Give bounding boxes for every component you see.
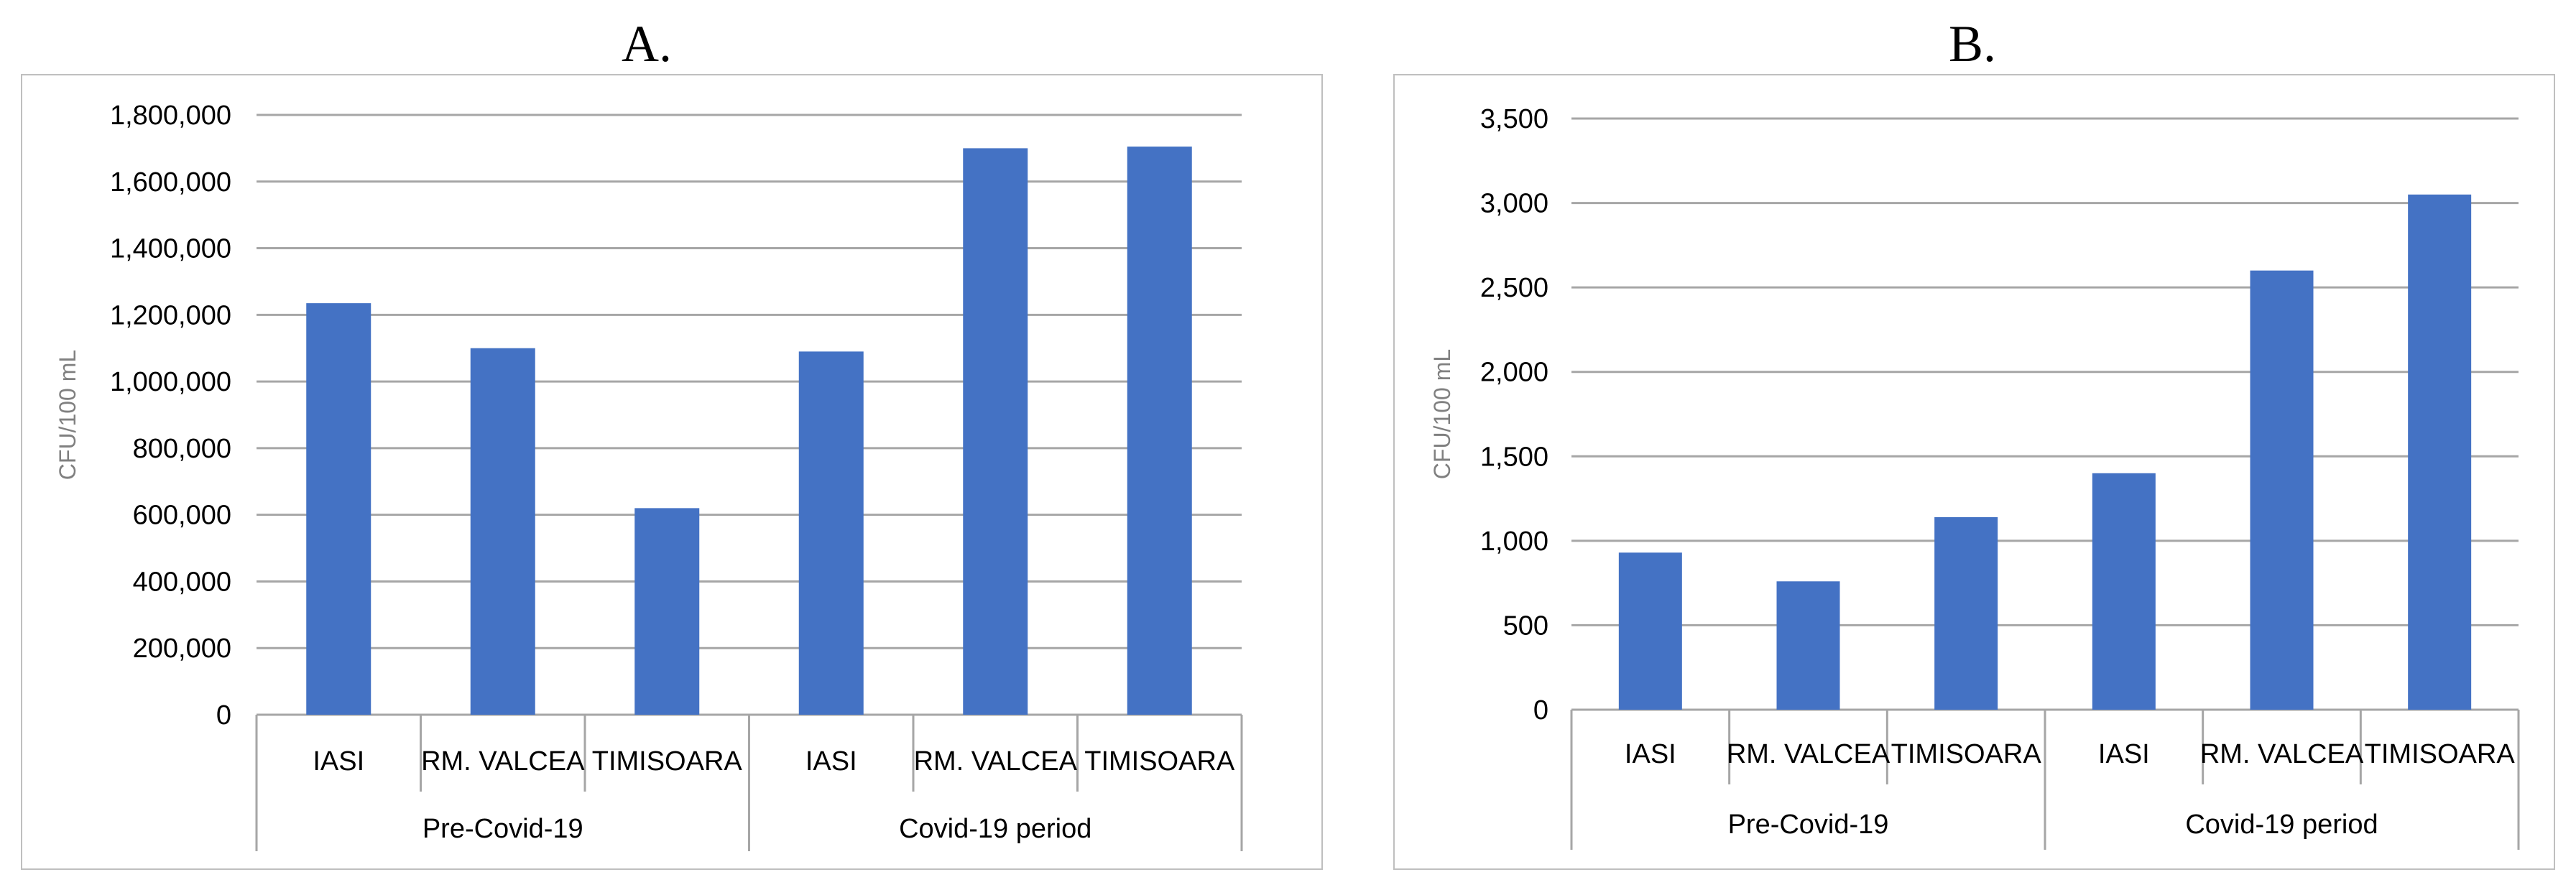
bar [1618,552,1682,710]
y-axis-label: CFU/100 mL [1429,349,1455,479]
panel-title: A. [622,15,672,73]
y-tick-label: 1,600,000 [110,167,231,198]
chart-panel-b: B. 0 500 1,000 1,500 2,000 2,500 3,000 3,500 CFU/… [1393,15,2555,870]
y-tick-label: 800,000 [133,434,231,464]
x-tick-label: TIMISOARA [1084,746,1235,777]
bar [470,348,535,715]
y-tick-label: 0 [1533,695,1548,726]
chart-panel-a: A. 0 200,000 400,000 600,000 800,000 1,000,000… [21,15,1323,870]
y-tick-label: 600,000 [133,501,231,531]
group-label: Pre-Covid-19 [1728,810,1889,840]
bar [1776,581,1840,710]
y-tick-label: 3,000 [1480,189,1548,219]
x-tick-label: RM. VALCEA [914,746,1078,777]
x-tick-label: TIMISOARA [2365,739,2516,769]
y-axis-label: CFU/100 mL [55,350,80,480]
y-tick-label: 200,000 [133,634,231,664]
bar [2408,194,2472,710]
x-tick-label: IASI [805,746,857,777]
panel-title: B. [1949,15,1996,73]
group-label: Pre-Covid-19 [423,814,583,844]
y-tick-label: 1,500 [1480,442,1548,472]
bar [306,303,371,715]
bar [963,148,1028,715]
chart-frame [21,74,1323,870]
y-tick-label: 500 [1503,611,1548,641]
bar [798,351,864,715]
x-tick-label: RM. VALCEA [2200,739,2364,769]
x-tick-label: RM. VALCEA [1727,739,1891,769]
y-tick-label: 3,500 [1480,104,1548,134]
x-tick-label: IASI [313,746,364,777]
x-tick-label: TIMISOARA [1891,739,2042,769]
y-tick-label: 1,800,000 [110,101,231,131]
y-tick-label: 1,200,000 [110,300,231,330]
bar [1127,147,1192,715]
x-tick-label: RM. VALCEA [421,746,585,777]
bar [634,508,700,715]
y-tick-label: 1,000,000 [110,367,231,397]
y-tick-label: 0 [216,700,231,731]
y-tick-label: 400,000 [133,567,231,597]
x-tick-label: IASI [1625,739,1676,769]
x-tick-label: TIMISOARA [592,746,743,777]
y-tick-label: 1,000 [1480,527,1548,557]
group-label: Covid-19 period [2185,810,2378,840]
y-tick-label: 2,500 [1480,273,1548,303]
bar [2250,270,2314,710]
y-tick-label: 1,400,000 [110,234,231,264]
x-tick-label: IASI [2098,739,2150,769]
y-tick-label: 2,000 [1480,358,1548,388]
bar [2092,473,2156,710]
group-label: Covid-19 period [899,814,1091,844]
bar [1934,516,1998,710]
